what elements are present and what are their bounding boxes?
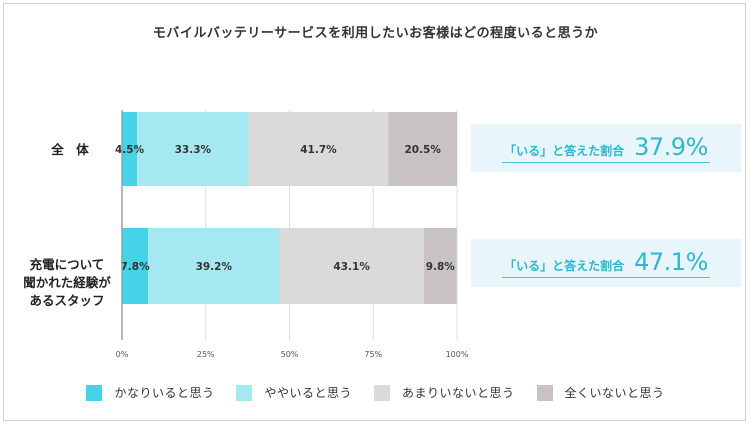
bar-value-label: 7.8%: [121, 261, 151, 273]
row-label-staff: 充電について 聞かれた経験が あるスタッフ: [23, 257, 111, 308]
bars: [122, 112, 457, 304]
callout-all: 「いる」と答えた割合 37.9%: [471, 124, 741, 172]
legend-label-none: 全くいないと思う: [564, 386, 665, 400]
bar-segment: [248, 112, 389, 186]
legend-item-somewhat: ややいると思う: [236, 384, 352, 401]
chart-title: モバイルバッテリーサービスを利用したいお客様はどの程度いると思うか: [152, 26, 599, 41]
callout-staff-underline: 「いる」と答えた割合 47.1%: [502, 248, 710, 278]
x-tick-label: 0%: [116, 350, 129, 359]
row-label-all: 全 体: [51, 142, 89, 157]
bar-value-label: 41.7%: [300, 144, 337, 156]
x-tick-label: 25%: [197, 350, 215, 359]
bar-segment: [137, 112, 249, 186]
bar-segment: [279, 228, 424, 304]
legend-swatch-quite: [86, 384, 103, 401]
bar-labels: 4.5% 33.3% 41.7% 20.5% 7.8% 39.2% 43.1% 9.8%: [115, 144, 455, 273]
legend-swatch-somewhat: [236, 384, 253, 401]
legend-swatch-none: [536, 384, 553, 401]
x-tick-labels: 0% 25% 50% 75% 100%: [116, 350, 469, 359]
x-tick-label: 100%: [446, 350, 469, 359]
legend-item-quite: かなりいると思う: [86, 384, 214, 401]
legend-label-quite: かなりいると思う: [114, 386, 215, 400]
callout-all-underline: 「いる」と答えた割合 37.9%: [502, 133, 710, 163]
bar-value-label: 43.1%: [333, 261, 370, 273]
bar-value-label: 9.8%: [426, 261, 456, 273]
callout-all-value: 37.9%: [634, 133, 708, 161]
chart-frame: [3, 3, 746, 421]
bar-value-label: 20.5%: [404, 144, 441, 156]
callout-staff-value: 47.1%: [634, 248, 708, 276]
legend-label-somewhat: ややいると思う: [264, 386, 352, 400]
bar-segment: [148, 228, 280, 304]
legend-item-none: 全くいないと思う: [536, 384, 665, 401]
bar-segment: [122, 228, 149, 304]
x-tick-label: 75%: [364, 350, 382, 359]
bar-segment: [122, 112, 138, 186]
callout-staff: 「いる」と答えた割合 47.1%: [471, 239, 741, 287]
legend-item-not-many: あまりいないと思う: [374, 384, 515, 401]
callout-all-label: 「いる」と答えた割合: [504, 144, 625, 158]
legend-label-not-many: あまりいないと思う: [402, 386, 515, 400]
bar-segment: [388, 112, 457, 186]
legend: かなりいると思う ややいると思う あまりいないと思う 全くいないと思う: [0, 384, 751, 401]
callout-staff-label: 「いる」と答えた割合: [504, 259, 625, 273]
bar-value-label: 39.2%: [196, 261, 233, 273]
bar-value-label: 33.3%: [175, 144, 212, 156]
bar-segment: [423, 228, 457, 304]
legend-swatch-not-many: [374, 384, 390, 401]
bar-value-label: 4.5%: [115, 144, 145, 156]
x-tick-label: 50%: [281, 350, 299, 359]
